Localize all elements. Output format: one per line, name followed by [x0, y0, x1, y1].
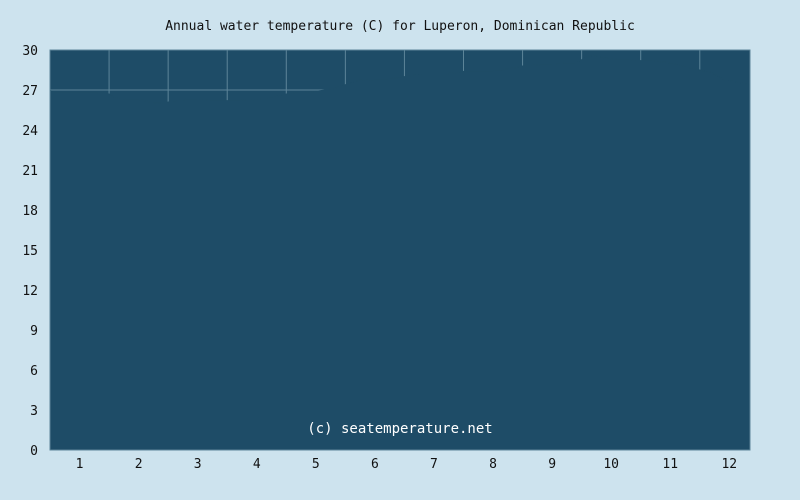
chart-title: Annual water temperature (C) for Luperon… [165, 19, 635, 34]
plot-border [49, 49, 751, 451]
watermark: (c) seatemperature.net [307, 421, 492, 437]
x-tick-label: 5 [312, 457, 320, 472]
y-tick-label: 6 [30, 364, 38, 379]
x-axis-tick-labels: 1 2 3 4 5 6 7 8 9 10 11 12 [76, 457, 738, 472]
x-tick-label: 6 [371, 457, 379, 472]
x-tick-label: 7 [430, 457, 438, 472]
x-tick-label: 1 [76, 457, 84, 472]
y-tick-label: 27 [22, 84, 38, 99]
x-tick-label: 3 [194, 457, 202, 472]
x-tick-label: 2 [135, 457, 143, 472]
y-tick-label: 0 [30, 444, 38, 459]
x-tick-label: 12 [721, 457, 737, 472]
x-tick-label: 8 [489, 457, 497, 472]
y-tick-label: 3 [30, 404, 38, 419]
x-tick-label: 10 [603, 457, 619, 472]
y-tick-label: 12 [22, 284, 38, 299]
y-tick-label: 18 [22, 204, 38, 219]
y-tick-label: 30 [22, 44, 38, 59]
temperature-area-series [49, 54, 751, 451]
x-tick-label: 9 [548, 457, 556, 472]
y-tick-label: 24 [22, 124, 38, 139]
y-tick-label: 21 [22, 164, 38, 179]
x-tick-label: 11 [662, 457, 678, 472]
y-axis-tick-labels: 0 3 6 9 12 15 18 21 24 27 30 [22, 44, 38, 459]
y-tick-label: 9 [30, 324, 38, 339]
y-tick-label: 15 [22, 244, 38, 259]
x-tick-label: 4 [253, 457, 261, 472]
